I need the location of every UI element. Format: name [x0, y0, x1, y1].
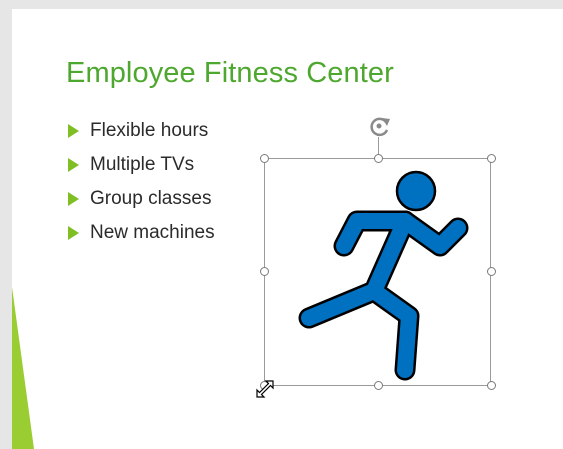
resize-cursor-icon — [256, 380, 274, 398]
list-item[interactable]: Group classes — [66, 187, 215, 221]
bullet-label: Multiple TVs — [90, 154, 195, 175]
bullet-arrow-icon — [68, 192, 79, 206]
slide-accent-shape — [12, 287, 34, 449]
list-item[interactable]: New machines — [66, 221, 215, 255]
bullet-arrow-icon — [68, 226, 79, 240]
running-person-icon[interactable] — [264, 158, 491, 386]
rotation-connector — [378, 137, 379, 158]
list-item[interactable]: Flexible hours — [66, 119, 215, 153]
bullet-label: Flexible hours — [90, 120, 209, 141]
slide-canvas[interactable]: Employee Fitness Center Flexible hours M… — [12, 9, 563, 449]
resize-handle-left[interactable] — [260, 267, 269, 276]
bullet-label: New machines — [90, 222, 215, 243]
resize-handle-top-right[interactable] — [487, 154, 496, 163]
resize-handle-bottom-right[interactable] — [487, 381, 496, 390]
resize-handle-bottom[interactable] — [374, 381, 383, 390]
bullet-label: Group classes — [90, 188, 212, 209]
resize-handle-right[interactable] — [487, 267, 496, 276]
resize-handle-top-left[interactable] — [260, 154, 269, 163]
bullet-arrow-icon — [68, 158, 79, 172]
bullet-arrow-icon — [68, 124, 79, 138]
slide-title[interactable]: Employee Fitness Center — [66, 57, 394, 89]
list-item[interactable]: Multiple TVs — [66, 153, 215, 187]
selection-frame — [264, 158, 491, 386]
bullet-list[interactable]: Flexible hours Multiple TVs Group classe… — [66, 119, 215, 255]
rotate-handle-icon[interactable] — [366, 113, 394, 139]
resize-handle-top[interactable] — [374, 154, 383, 163]
